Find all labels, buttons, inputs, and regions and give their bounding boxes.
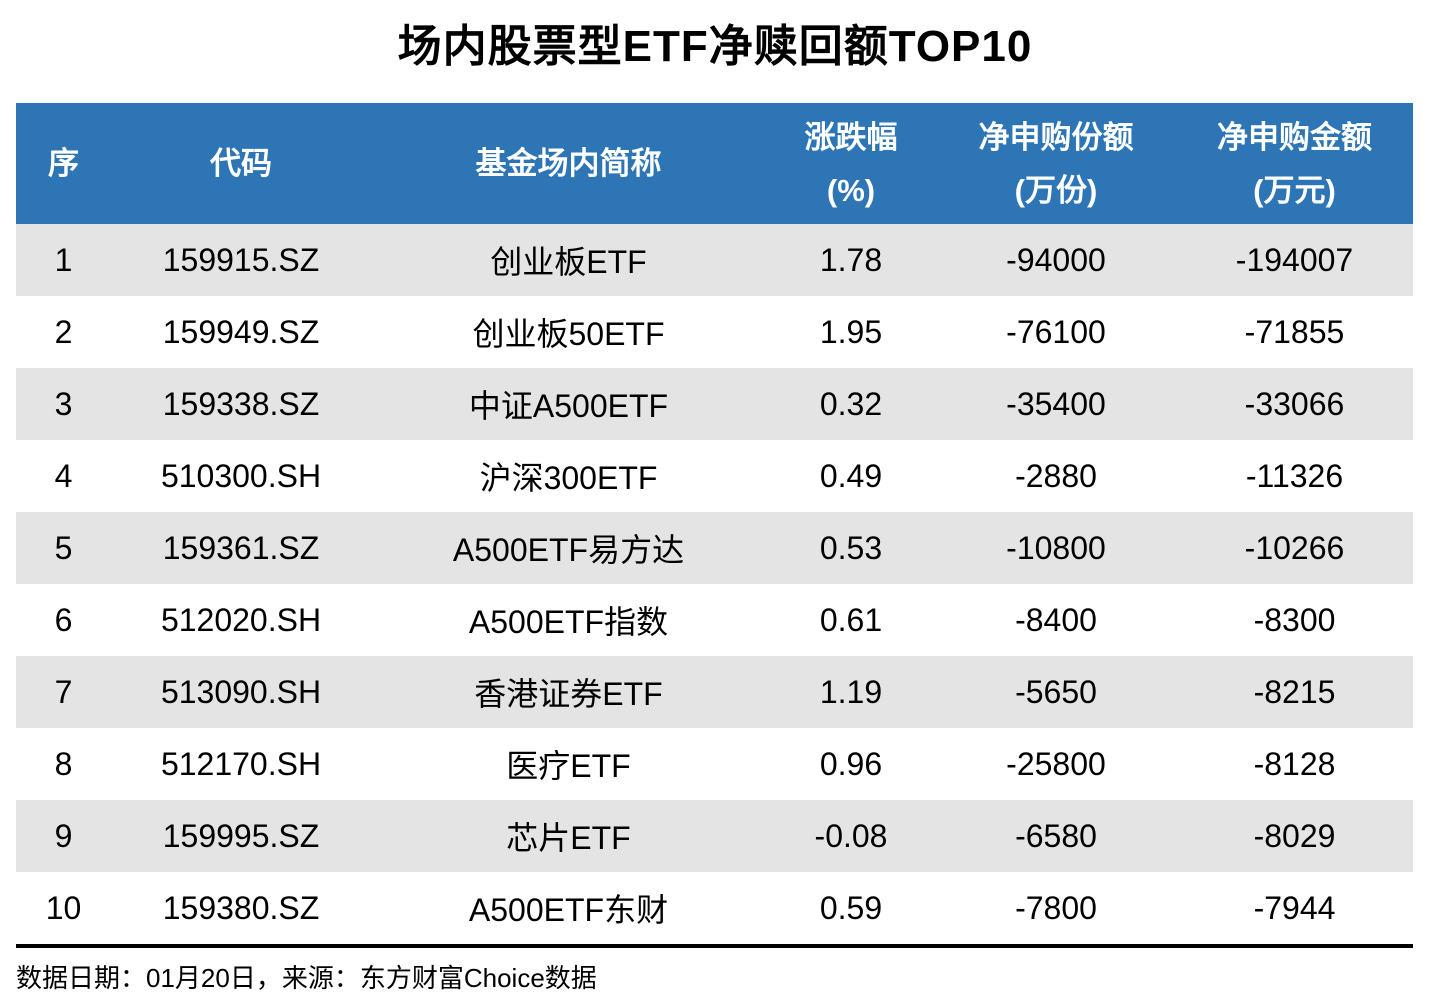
cell-change-pct: 0.61 (819, 601, 883, 638)
cell-name: 中证A500ETF (468, 388, 669, 424)
cell-seq: 10 (45, 889, 82, 926)
table-row: 6 512020.SH A500ETF指数 0.61 -8400 -8300 (16, 584, 1413, 656)
cell-net-amount: -7944 (1253, 889, 1336, 926)
col-header-name: 基金场内简称 (371, 103, 766, 224)
cell-change-pct: 0.49 (819, 457, 883, 494)
col-header-line: 代码 (210, 146, 272, 181)
table-row: 9 159995.SZ 芯片ETF -0.08 -6580 -8029 (16, 800, 1413, 872)
col-header-change-pct: 涨跌幅 (%) (766, 103, 936, 224)
cell-code: 159915.SZ (162, 241, 320, 278)
col-header-seq: 序 (16, 103, 111, 224)
cell-name: 芯片ETF (506, 820, 631, 856)
cell-code: 159338.SZ (162, 385, 320, 422)
cell-change-pct: 1.78 (819, 241, 883, 278)
cell-seq: 4 (54, 457, 73, 494)
cell-change-pct: 1.95 (819, 313, 883, 350)
table-row: 3 159338.SZ 中证A500ETF 0.32 -35400 -33066 (16, 368, 1413, 440)
col-header-line: 净申购金额 (1217, 119, 1372, 155)
col-header-line: 净申购份额 (978, 119, 1134, 155)
cell-net-amount: -8128 (1253, 745, 1336, 782)
col-header-net-amount: 净申购金额 (万元) (1176, 103, 1413, 224)
cell-net-shares: -5650 (1015, 673, 1097, 710)
cell-seq: 9 (54, 817, 73, 854)
cell-net-shares: -10800 (1006, 529, 1106, 566)
cell-net-shares: -94000 (1006, 241, 1106, 278)
table-row: 10 159380.SZ A500ETF东财 0.59 -7800 -7944 (16, 872, 1413, 944)
cell-net-shares: -6580 (1015, 817, 1097, 854)
cell-code: 513090.SH (160, 673, 322, 710)
source-note: 数据日期：01月20日，来源：东方财富Choice数据 (16, 944, 1413, 995)
table-row: 1 159915.SZ 创业板ETF 1.78 -94000 -194007 (16, 224, 1413, 296)
cell-net-amount: -8300 (1253, 601, 1336, 638)
cell-code: 159361.SZ (162, 529, 320, 566)
cell-change-pct: 0.96 (819, 745, 883, 782)
col-header-line: 基金场内简称 (475, 146, 662, 181)
cell-net-amount: -71855 (1244, 313, 1345, 350)
page-title: 场内股票型ETF净赎回额TOP10 (397, 22, 1033, 71)
cell-seq: 5 (54, 529, 73, 566)
col-header-line: 序 (48, 146, 79, 181)
cell-code: 510300.SH (160, 457, 322, 494)
table-row: 4 510300.SH 沪深300ETF 0.49 -2880 -11326 (16, 440, 1413, 512)
cell-net-amount: -8029 (1253, 817, 1336, 854)
cell-net-amount: -33066 (1244, 385, 1345, 422)
cell-net-amount: -11326 (1245, 457, 1344, 494)
cell-name: A500ETF东财 (468, 892, 669, 928)
table-row: 8 512170.SH 医疗ETF 0.96 -25800 -8128 (16, 728, 1413, 800)
cell-change-pct: 1.19 (819, 673, 883, 710)
cell-net-shares: -7800 (1015, 889, 1097, 926)
col-header-line: (万份) (1014, 172, 1098, 208)
cell-change-pct: -0.08 (814, 817, 888, 854)
cell-code: 159949.SZ (162, 313, 320, 350)
cell-name: 创业板ETF (490, 244, 647, 280)
cell-seq: 6 (54, 601, 73, 638)
cell-net-shares: -2880 (1015, 457, 1097, 494)
cell-code: 512170.SH (160, 745, 322, 782)
table-row: 7 513090.SH 香港证券ETF 1.19 -5650 -8215 (16, 656, 1413, 728)
cell-net-shares: -8400 (1015, 601, 1097, 638)
table-header-row: 序 代码 基金场内简称 涨跌幅 (%) 净申购份额 (万份) 净申购金额 (万元) (16, 103, 1413, 224)
col-header-net-shares: 净申购份额 (万份) (936, 103, 1176, 224)
cell-net-shares: -76100 (1006, 313, 1106, 350)
cell-seq: 3 (54, 385, 73, 422)
cell-name: A500ETF易方达 (452, 532, 685, 568)
cell-seq: 1 (54, 241, 73, 278)
cell-seq: 7 (54, 673, 73, 710)
cell-code: 159995.SZ (162, 817, 320, 854)
cell-name: 香港证券ETF (474, 676, 663, 712)
cell-name: A500ETF指数 (468, 604, 669, 640)
table-body: 1 159915.SZ 创业板ETF 1.78 -94000 -194007 2 159949… (16, 224, 1413, 944)
cell-name: 创业板50ETF (472, 316, 665, 352)
cell-code: 512020.SH (160, 601, 322, 638)
table-row: 2 159949.SZ 创业板50ETF 1.95 -76100 -71855 (16, 296, 1413, 368)
cell-net-shares: -35400 (1006, 385, 1106, 422)
cell-change-pct: 0.32 (819, 385, 883, 422)
cell-net-amount: -8215 (1253, 673, 1336, 710)
cell-change-pct: 0.59 (819, 889, 883, 926)
cell-net-amount: -194007 (1235, 241, 1354, 278)
cell-name: 医疗ETF (506, 748, 631, 784)
cell-seq: 8 (54, 745, 73, 782)
cell-seq: 2 (54, 313, 73, 350)
cell-code: 159380.SZ (162, 889, 320, 926)
table-row: 5 159361.SZ A500ETF易方达 0.53 -10800 -10266 (16, 512, 1413, 584)
etf-table: 序 代码 基金场内简称 涨跌幅 (%) 净申购份额 (万份) 净申购金额 (万元) 1 15991… (16, 103, 1413, 944)
table-header: 序 代码 基金场内简称 涨跌幅 (%) 净申购份额 (万份) 净申购金额 (万元) (16, 103, 1413, 224)
cell-net-amount: -10266 (1244, 529, 1345, 566)
cell-change-pct: 0.53 (819, 529, 883, 566)
cell-net-shares: -25800 (1006, 745, 1106, 782)
col-header-code: 代码 (111, 103, 371, 224)
col-header-line: 涨跌幅 (804, 119, 898, 155)
col-header-line: (%) (826, 172, 876, 208)
cell-name: 沪深300ETF (479, 460, 658, 496)
col-header-line: (万元) (1253, 172, 1336, 208)
